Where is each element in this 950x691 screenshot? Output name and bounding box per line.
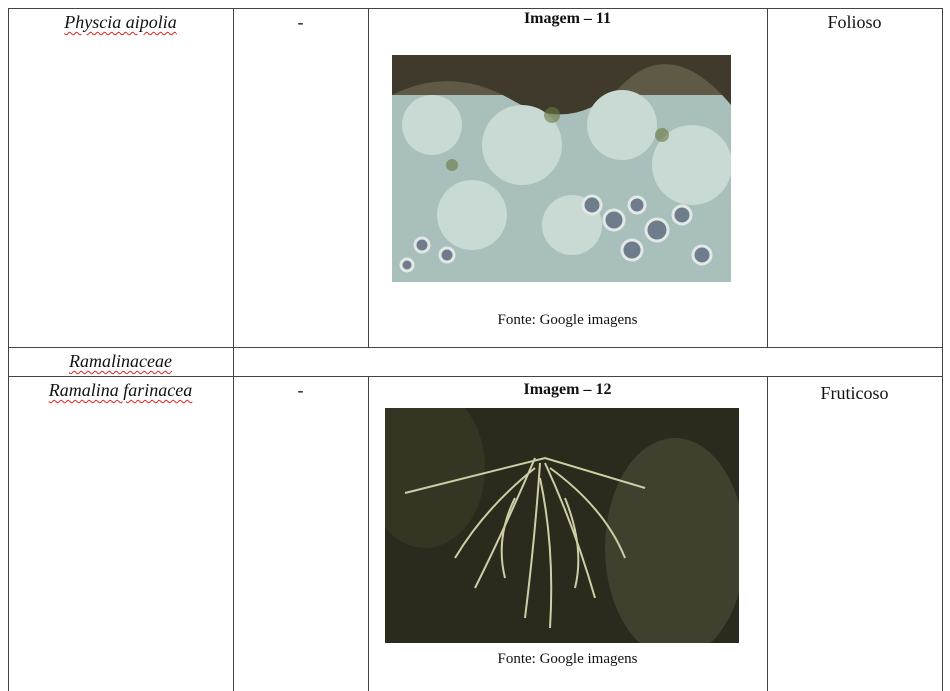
species: Physcia aipolia [64,12,177,32]
species: Ramalina farinacea [48,380,193,400]
border [368,8,369,347]
image-source: Fonte: Google imagens [497,651,638,667]
type: Folioso [827,12,882,32]
border [942,8,943,691]
image-title: Imagem – 12 [523,381,612,398]
border [767,8,768,347]
lichen-photo [385,408,739,643]
border [8,8,943,9]
code: - [297,380,304,400]
image-source: Fonte: Google imagens [497,312,638,328]
border [8,376,943,377]
border [767,376,768,691]
border [8,347,943,348]
border [8,8,9,691]
image-title: Imagem – 11 [523,10,612,27]
lichen-photo [392,55,731,282]
type: Fruticoso [820,383,889,403]
border [368,376,369,691]
family: Ramalinaceae [69,351,172,371]
border [233,8,234,691]
code: - [297,12,304,32]
